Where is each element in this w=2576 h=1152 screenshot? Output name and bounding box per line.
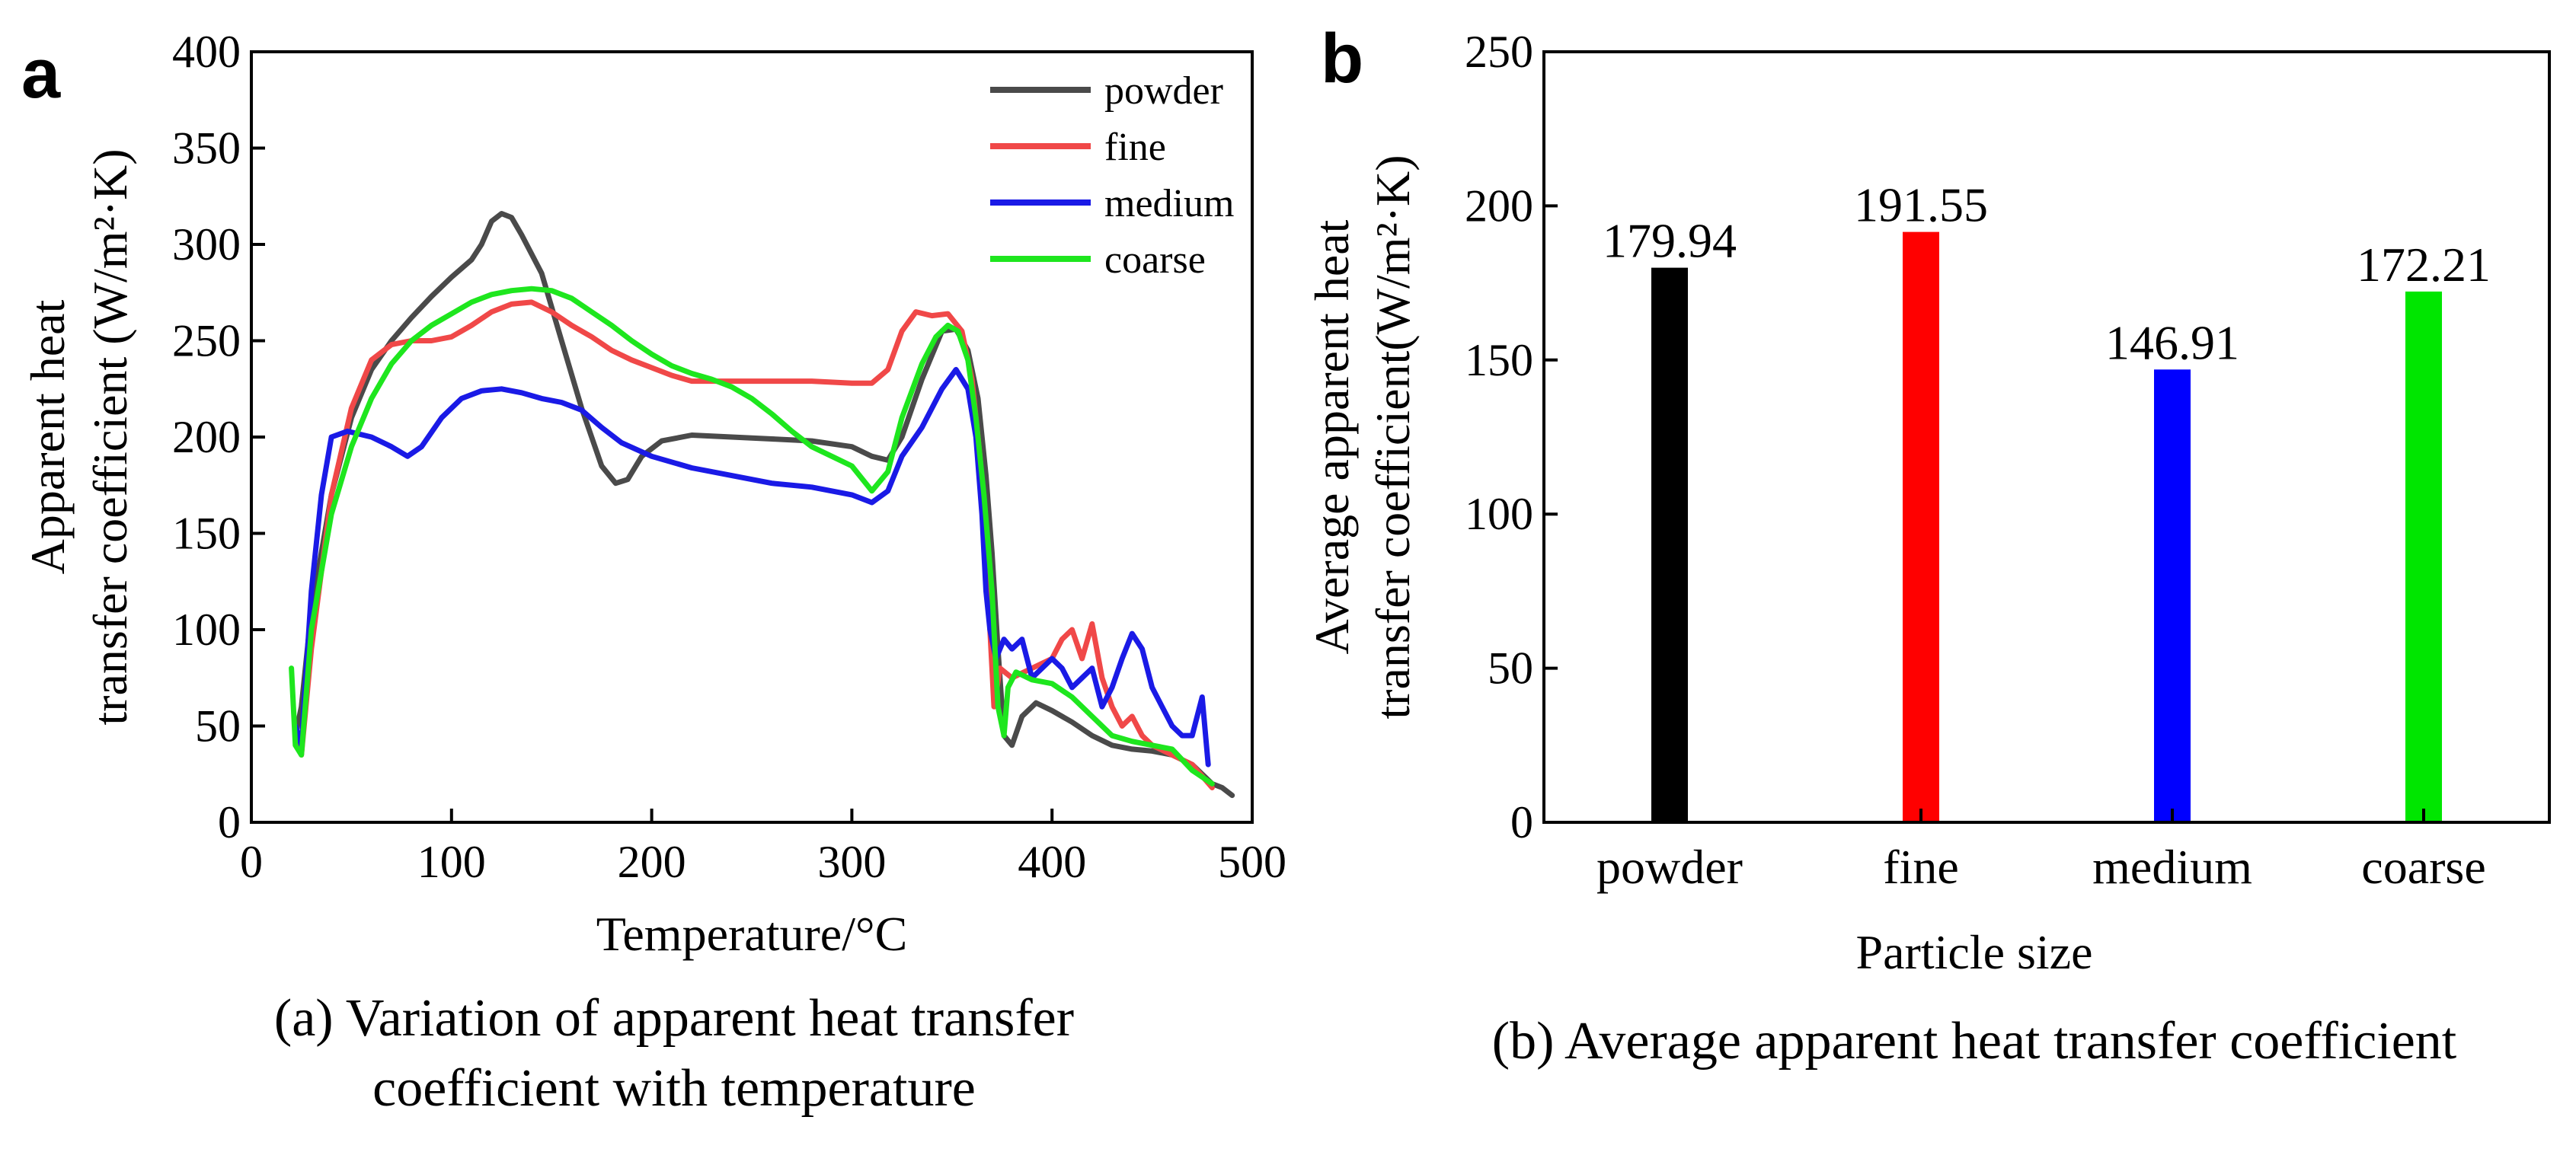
y-axis-label-b-line2: transfer coefficient(W/m²·K): [1366, 155, 1420, 719]
x-tick-label-a: 500: [1218, 837, 1286, 887]
bar-medium: [2154, 369, 2191, 822]
x-tick-label-a: 400: [1018, 837, 1086, 887]
x-tick-label-medium: medium: [2092, 840, 2252, 894]
bar-group: [1651, 231, 2442, 822]
x-tick-label-coarse: coarse: [2361, 840, 2485, 894]
plot-frame-b: [1542, 50, 2551, 824]
y-tick-label-b: 100: [1465, 489, 1533, 539]
y-tick-label-a: 50: [195, 701, 241, 752]
y-tick-label-a: 350: [172, 123, 241, 174]
series-line-coarse: [289, 286, 1215, 787]
bar-value-label-medium: 146.91: [2105, 315, 2239, 369]
series-line-powder: [292, 211, 1235, 799]
y-tick-label-b: 150: [1465, 335, 1533, 385]
bar-powder: [1651, 267, 1688, 822]
y-axis-label-a-line2: transfer coefficient (W/m²·K): [83, 148, 137, 725]
legend-label-coarse: coarse: [1104, 238, 1206, 282]
y-tick-label-a: 400: [172, 27, 241, 77]
x-axis-label-b: Particle size: [1856, 925, 2093, 979]
legend-label-powder: powder: [1104, 69, 1223, 113]
y-tick-label-b: 0: [1510, 797, 1533, 847]
x-tick-label-a: 100: [417, 837, 486, 887]
line-series-group: [289, 211, 1235, 799]
series-line-medium: [292, 366, 1211, 767]
bar-value-label-coarse: 172.21: [2357, 238, 2491, 292]
series-line-fine: [292, 299, 1215, 790]
y-tick-label-a: 300: [172, 219, 241, 270]
x-tick-label-fine: fine: [1883, 840, 1959, 894]
y-tick-label-b: 250: [1465, 27, 1533, 77]
y-tick-label-a: 200: [172, 412, 241, 462]
bar-value-label-powder: 179.94: [1603, 214, 1737, 268]
panel-label-a: a: [21, 35, 61, 113]
caption-a-line2: coefficient with temperature: [372, 1059, 976, 1118]
y-tick-label-a: 100: [172, 605, 241, 655]
y-tick-label-a: 250: [172, 316, 241, 366]
bar-fine: [1903, 231, 1939, 822]
y-tick-label-a: 150: [172, 509, 241, 559]
bar-coarse: [2405, 291, 2442, 822]
x-tick-label-a: 200: [618, 837, 686, 887]
bar-chart-particle-size: 0 50 100 150 200 250 powder 179.94 fine 191.55 me…: [1305, 27, 2551, 979]
line-chart-temperature: 0 100 200 300 400 500 0 50 100 150 200 250 300 350 400…: [21, 27, 1286, 961]
y-tick-label-a: 0: [218, 797, 241, 847]
legend-label-medium: medium: [1104, 182, 1234, 225]
x-tick-label-powder: powder: [1596, 840, 1743, 894]
y-tick-label-b: 200: [1465, 180, 1533, 231]
panel-label-b: b: [1321, 20, 1363, 97]
y-axis-label-a-line1: Apparent heat: [21, 299, 75, 574]
y-axis-label-b-line1: Average apparent heat: [1305, 219, 1359, 654]
y-tick-label-b: 50: [1488, 643, 1533, 694]
caption-a-line1: (a) Variation of apparent heat transfer: [274, 989, 1074, 1048]
x-tick-label-a: 0: [240, 837, 263, 887]
x-tick-label-a: 300: [817, 837, 886, 887]
bar-value-label-fine: 191.55: [1854, 178, 1988, 232]
x-axis-label-a: Temperature/°C: [596, 907, 908, 961]
legend-label-fine: fine: [1104, 126, 1166, 169]
legend: powder fine medium coarse: [990, 69, 1234, 282]
caption-b: (b) Average apparent heat transfer coeff…: [1492, 1012, 2457, 1071]
